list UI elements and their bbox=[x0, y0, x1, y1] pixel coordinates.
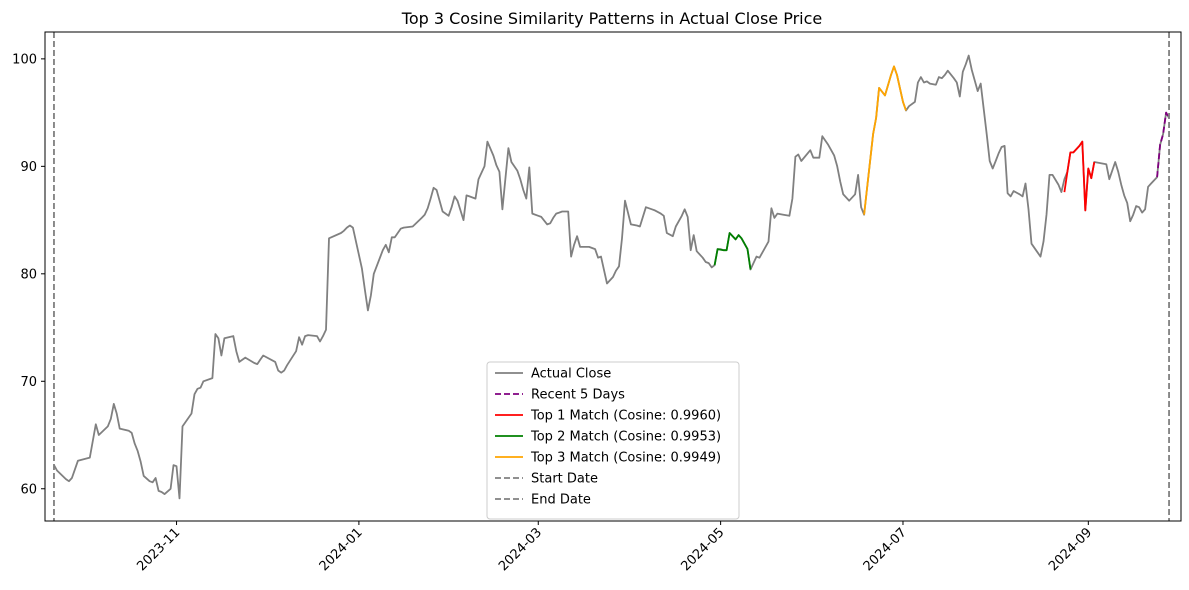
series-line-actual-close bbox=[53, 54, 1170, 500]
x-tick-label: 2024-01 bbox=[317, 525, 366, 574]
x-tick-label: 2024-03 bbox=[496, 525, 545, 574]
y-tick-label: 70 bbox=[20, 375, 37, 390]
plot-area bbox=[53, 32, 1170, 521]
legend-label-recent-5-days: Recent 5 Days bbox=[531, 388, 625, 403]
legend-label-end-date: End Date bbox=[531, 493, 591, 508]
series-line-top-3-match-cosine-0-9949 bbox=[863, 65, 907, 215]
legend-label-actual-close: Actual Close bbox=[531, 367, 611, 382]
series-line-top-2-match-cosine-0-9953 bbox=[713, 232, 752, 270]
series-line-recent-5-days bbox=[1156, 111, 1170, 178]
y-tick-label: 60 bbox=[20, 482, 37, 497]
x-tick-label: 2024-07 bbox=[861, 525, 910, 574]
axes-frame bbox=[44, 31, 1182, 522]
y-tick-label: 80 bbox=[20, 267, 37, 282]
x-tick-label: 2024-09 bbox=[1046, 525, 1095, 574]
legend-label-top-3-match-cosine-0-9949: Top 3 Match (Cosine: 0.9949) bbox=[530, 451, 721, 466]
legend-label-top-1-match-cosine-0-9960: Top 1 Match (Cosine: 0.9960) bbox=[530, 409, 721, 424]
legend: Actual Close Recent 5 Days Top 1 Match (Co… bbox=[486, 361, 740, 520]
x-tick-label: 2023-11 bbox=[134, 525, 183, 574]
y-axis: 60 70 80 90 100 bbox=[12, 52, 45, 497]
x-axis: 2023-11 2024-01 2024-03 2024-05 2024-07 2024-… bbox=[134, 521, 1095, 574]
y-tick-label: 90 bbox=[20, 160, 37, 175]
legend-label-start-date: Start Date bbox=[531, 472, 598, 487]
legend-label-top-2-match-cosine-0-9953: Top 2 Match (Cosine: 0.9953) bbox=[530, 430, 721, 445]
chart-title: Top 3 Cosine Similarity Patterns in Actu… bbox=[401, 9, 822, 28]
series-line-top-1-match-cosine-0-9960 bbox=[1063, 140, 1096, 212]
y-tick-label: 100 bbox=[12, 52, 37, 67]
legend-box bbox=[486, 361, 740, 520]
x-tick-label: 2024-05 bbox=[678, 525, 727, 574]
